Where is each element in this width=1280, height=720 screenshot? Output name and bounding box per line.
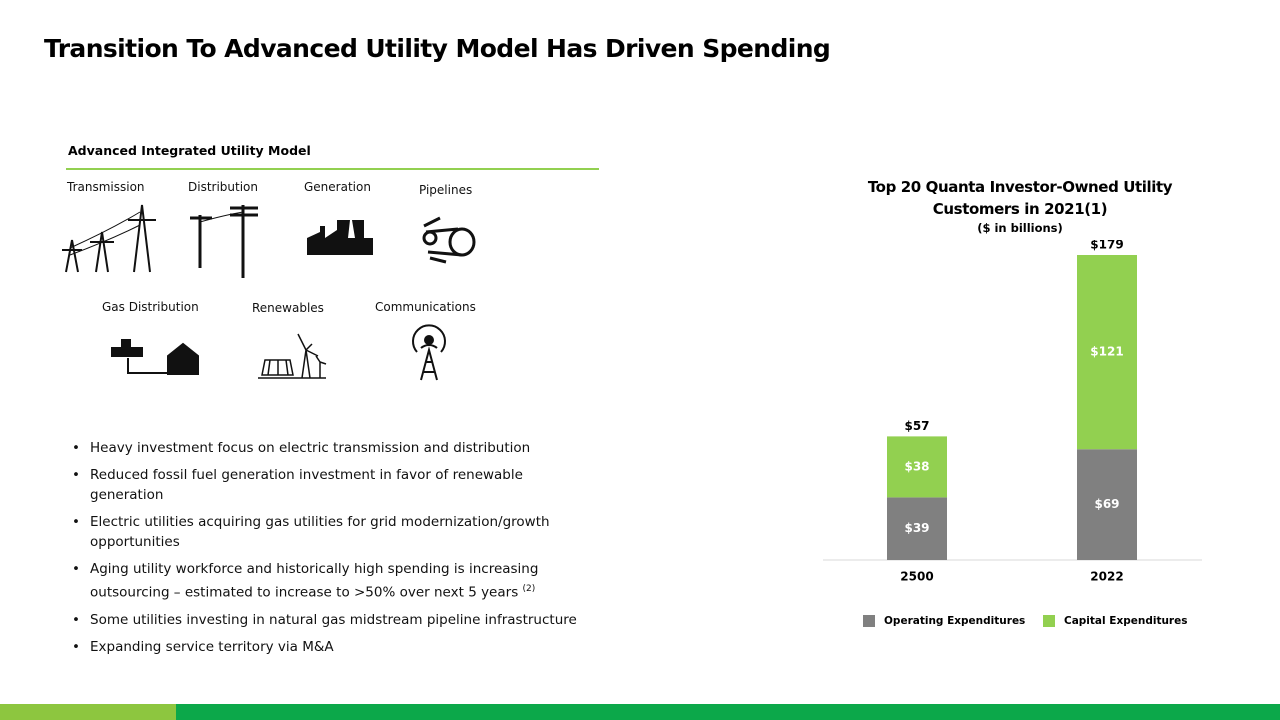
bar-segment	[887, 436, 947, 498]
segment-label: Transmission	[67, 180, 145, 194]
segment-label: Communications	[375, 300, 476, 314]
legend-swatch	[863, 615, 875, 627]
heading-rule	[66, 168, 599, 170]
bullet: Some utilities investing in natural gas …	[70, 610, 590, 630]
transmission-icon	[62, 204, 156, 273]
segment-label: Generation	[304, 180, 371, 194]
gas-distribution-icon	[111, 339, 199, 375]
x-tick-label: 2022	[1090, 570, 1123, 584]
bullet: Reduced fossil fuel generation investmen…	[70, 465, 590, 505]
bullet: Heavy investment focus on electric trans…	[70, 438, 590, 458]
footnote-ref: (2)	[522, 584, 536, 594]
segment-icons	[62, 204, 476, 381]
renewables-icon	[258, 333, 327, 379]
legend-swatch	[1043, 615, 1055, 627]
distribution-icon	[190, 205, 258, 278]
slide-title: Transition To Advanced Utility Model Has…	[44, 34, 831, 63]
communications-icon	[412, 324, 446, 381]
value-label: $121	[1090, 345, 1123, 359]
value-label: $39	[904, 521, 929, 535]
bullet-text: Expanding service territory via M&A	[90, 638, 334, 655]
total-label: $179	[1090, 240, 1123, 252]
bullet-text: Heavy investment focus on electric trans…	[90, 440, 531, 456]
bullet-text: Aging utility workforce and historically…	[90, 561, 539, 601]
chart-subtitle: ($ in billions)	[977, 221, 1063, 235]
bullet-text: Electric utilities acquiring gas utiliti…	[90, 514, 550, 550]
section-heading: Advanced Integrated Utility Model	[68, 143, 311, 158]
bullet: Electric utilities acquiring gas utiliti…	[70, 512, 590, 552]
bullet-list: Heavy investment focus on electric trans…	[70, 438, 590, 664]
bar-segment	[1077, 255, 1137, 450]
bullet: Expanding service territory via M&A	[70, 637, 590, 657]
bullet: Aging utility workforce and historically…	[70, 559, 590, 603]
bar-segment	[887, 497, 947, 560]
bar-segment	[1077, 449, 1137, 560]
segment-label: Gas Distribution	[102, 300, 199, 314]
legend-label: Capital Expenditures	[1064, 615, 1187, 627]
footer-band	[0, 704, 176, 720]
total-label: $57	[904, 419, 929, 433]
segment-label: Distribution	[188, 180, 259, 194]
segment-label: Pipelines	[419, 183, 473, 197]
legend-label: Operating Expenditures	[884, 615, 1025, 627]
value-label: $69	[1094, 497, 1119, 511]
value-label: $38	[904, 459, 929, 473]
x-tick-label: 2500	[900, 570, 933, 584]
chart-title: Top 20 Quanta Investor-Owned Utility Cus…	[867, 178, 1173, 218]
pipelines-icon	[422, 216, 476, 264]
generation-icon	[307, 220, 373, 255]
footer-band	[176, 704, 1280, 720]
bullet-text: Some utilities investing in natural gas …	[90, 611, 577, 628]
bullet-text: Reduced fossil fuel generation investmen…	[90, 467, 523, 503]
segment-label: Renewables	[252, 301, 324, 315]
chart: $39 $38 $57 2500 $69 $121 $179 2022 Operating Ex…	[823, 240, 1202, 627]
